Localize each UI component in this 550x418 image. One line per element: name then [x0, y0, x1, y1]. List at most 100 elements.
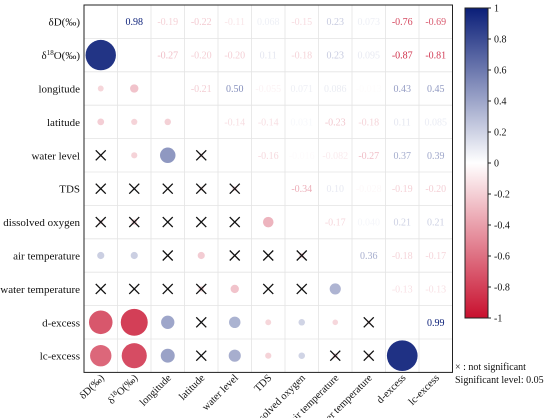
legend-not-significant: × : not significant [455, 362, 526, 373]
legend-significance-level: Significant level: 0.05 [455, 375, 544, 386]
colorbar-tick-label: 0.2 [494, 128, 507, 139]
column-label: d-excess [375, 373, 408, 406]
corr-value-label: 0.068 [257, 17, 280, 28]
corr-value-label: 0.095 [358, 51, 381, 62]
corr-value-label: -0.81 [425, 51, 446, 62]
corr-value-label: -0.27 [157, 51, 178, 62]
corr-circle [130, 251, 138, 260]
not-significant-mark [363, 316, 375, 328]
corr-circle [265, 319, 272, 326]
not-significant-mark [162, 283, 174, 295]
corr-value-label: -0.17 [325, 218, 346, 229]
corr-value-label: 0.086 [324, 84, 347, 95]
not-significant-mark [229, 216, 241, 228]
corr-value-label: -0.18 [358, 117, 379, 128]
corr-value-label: 0.36 [360, 251, 378, 262]
corr-circle [88, 310, 113, 335]
corr-circle [160, 147, 176, 164]
corr-value-label: -0.76 [392, 17, 413, 28]
colorbar-tick-label: 0.6 [494, 66, 507, 77]
colorbar-tick-label: 0 [494, 159, 499, 170]
corr-value-label: -0.69 [425, 17, 446, 28]
column-label: lc-excess [407, 373, 442, 408]
not-significant-mark [229, 183, 241, 195]
corr-value-label: 0.21 [427, 218, 445, 229]
not-significant-mark [229, 250, 241, 261]
column-label: TDS [253, 373, 275, 395]
corr-circle [265, 352, 272, 359]
corr-circle [228, 349, 241, 362]
corr-value-label: -0.23 [325, 117, 346, 128]
not-significant-mark [195, 350, 207, 362]
colorbar-tick-label: -0.2 [494, 190, 510, 201]
corr-value-label: -0.20 [224, 51, 245, 62]
colorbar-tick-label: 1 [494, 4, 499, 15]
corr-circle [121, 343, 147, 369]
corr-value-label: -0.14 [224, 117, 245, 128]
corr-value-label: 0.43 [394, 84, 412, 95]
row-label: δD(‰) [49, 17, 81, 29]
row-label: air temperature [13, 251, 80, 263]
not-significant-mark [262, 283, 274, 295]
not-significant-mark [95, 216, 107, 228]
corr-circle [230, 284, 239, 294]
row-label: longitude [38, 84, 80, 96]
colorbar-tick-label: 0.4 [494, 97, 507, 108]
corr-circle [97, 85, 104, 92]
corr-circle [386, 340, 418, 372]
row-label: water level [31, 150, 80, 162]
corr-value-label: -0.016 [289, 151, 315, 162]
colorbar [464, 7, 489, 319]
corr-circle [329, 283, 341, 295]
corr-value-label: -0.19 [392, 184, 413, 195]
not-significant-mark [128, 283, 140, 295]
not-significant-mark [95, 283, 107, 295]
corr-value-label: -0.11 [225, 17, 245, 28]
corr-circle [97, 118, 105, 126]
row-label: d-excess [42, 317, 80, 329]
not-significant-mark [195, 149, 207, 161]
corr-circle [90, 345, 112, 367]
corr-value-label: 0.50 [226, 84, 244, 95]
colorbar-tick-label: -0.8 [494, 283, 510, 294]
not-significant-mark [195, 216, 207, 228]
corr-value-label: -0.16 [258, 151, 279, 162]
corr-value-label: -0.082 [322, 151, 348, 162]
corr-value-label: 0.11 [394, 117, 411, 128]
corr-circle [164, 118, 172, 126]
colorbar-tick-label: -0.4 [494, 221, 510, 232]
colorbar-tick-label: 0.8 [494, 35, 507, 46]
not-significant-mark [195, 283, 207, 295]
corr-value-label: 0.085 [425, 117, 448, 128]
corr-value-label: -0.34 [291, 184, 312, 195]
not-significant-mark [195, 183, 207, 195]
corr-value-label: -0.13 [392, 284, 413, 295]
corr-value-label: -0.21 [191, 84, 212, 95]
corr-value-label: -0.13 [425, 284, 446, 295]
corr-value-label: -0.013 [356, 84, 382, 95]
row-label: δ18O(‰) [42, 49, 81, 62]
colorbar-tick-label: -0.6 [494, 252, 510, 263]
corr-value-label: 0.11 [260, 51, 277, 62]
corr-circle [298, 319, 306, 326]
corr-value-label: 0.23 [327, 17, 345, 28]
corr-value-label: 0.45 [427, 84, 445, 95]
corr-value-label: -0.20 [191, 51, 212, 62]
corr-circle [97, 251, 105, 260]
not-significant-mark [162, 250, 174, 261]
corr-value-label: -0.18 [291, 51, 312, 62]
plot-frame [83, 4, 453, 373]
not-significant-mark [262, 250, 274, 261]
corr-circle [85, 39, 116, 71]
not-significant-mark [363, 350, 375, 362]
column-label: latitude [177, 373, 207, 403]
corr-value-label: -0.27 [358, 151, 379, 162]
corr-value-label: 0.040 [358, 218, 381, 229]
corr-circle [298, 352, 306, 359]
corr-value-label: 0.37 [394, 151, 412, 162]
corr-value-label: -0.19 [157, 17, 178, 28]
corr-value-label: -0.15 [291, 17, 312, 28]
colorbar-tick-label: -1 [494, 314, 502, 325]
corr-circle [160, 348, 175, 363]
corr-value-label: -0.14 [258, 117, 279, 128]
